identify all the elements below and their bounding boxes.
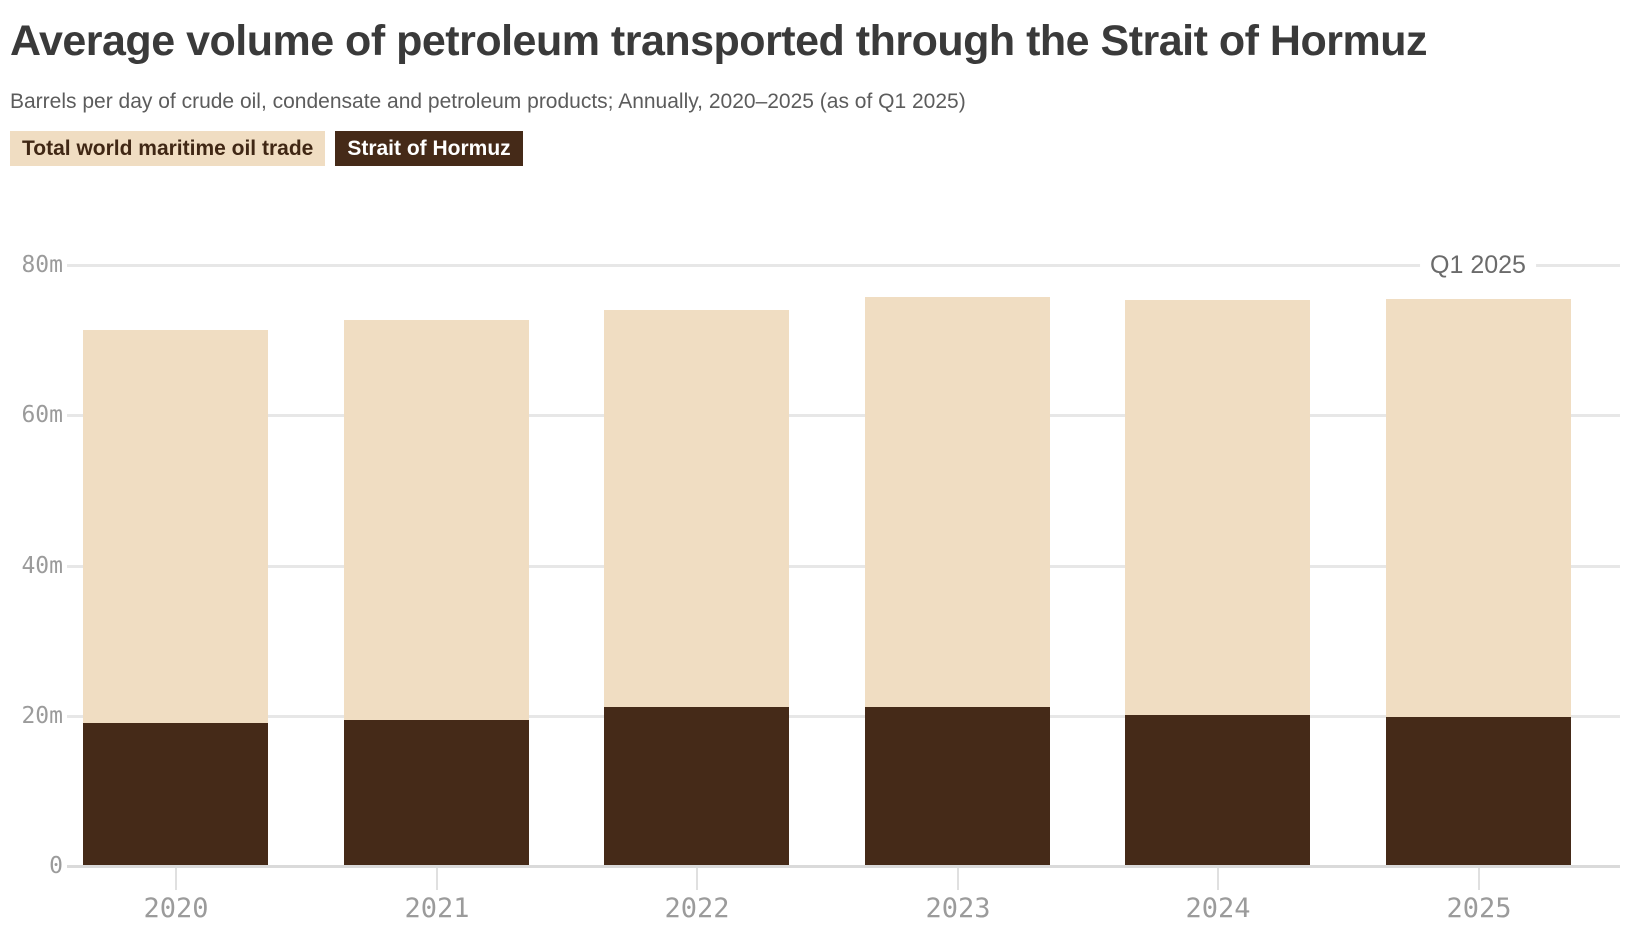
x-axis-tick-2020	[175, 868, 177, 890]
bar-strait-of-hormuz-2025[interactable]	[1386, 717, 1571, 866]
chart-subtitle: Barrels per day of crude oil, condensate…	[10, 90, 966, 113]
x-axis-tick-2023	[957, 868, 959, 890]
x-axis-tick-2021	[436, 868, 438, 890]
gridline-40m	[67, 565, 1620, 568]
gridline-60m	[67, 414, 1620, 417]
bar-strait-of-hormuz-2021[interactable]	[344, 720, 529, 866]
x-axis-label-2025: 2025	[1446, 893, 1512, 924]
gridline-0	[67, 865, 1620, 868]
bar-strait-of-hormuz-2024[interactable]	[1125, 715, 1310, 866]
y-axis-label-20m: 20m	[21, 703, 63, 729]
gridline-80m	[67, 264, 1620, 267]
annotation-q1-2025: Q1 2025	[1420, 249, 1536, 281]
x-axis-label-2023: 2023	[925, 893, 991, 924]
x-axis-tick-2025	[1478, 868, 1480, 890]
x-axis-label-2020: 2020	[143, 893, 209, 924]
y-axis-label-60m: 60m	[21, 402, 63, 428]
x-axis-label-2021: 2021	[404, 893, 470, 924]
bar-strait-of-hormuz-2022[interactable]	[604, 707, 789, 866]
gridline-20m	[67, 715, 1620, 718]
x-axis-tick-2022	[696, 868, 698, 890]
bar-strait-of-hormuz-2023[interactable]	[865, 707, 1050, 866]
x-axis-tick-2024	[1217, 868, 1219, 890]
x-axis-label-2022: 2022	[664, 893, 730, 924]
y-axis-label-40m: 40m	[21, 553, 63, 579]
legend-item-strait-of-hormuz: Strait of Hormuz	[335, 131, 523, 166]
chart-header: Average volume of petroleum transported …	[10, 0, 1610, 166]
y-axis-label-80m: 80m	[21, 252, 63, 278]
chart-title: Average volume of petroleum transported …	[10, 17, 1427, 65]
y-axis-label-0: 0	[49, 853, 63, 879]
x-axis-label-2024: 2024	[1185, 893, 1251, 924]
legend-item-total-world-trade: Total world maritime oil trade	[10, 131, 326, 166]
chart-legend: Total world maritime oil trade Strait of…	[10, 131, 1610, 166]
bar-strait-of-hormuz-2020[interactable]	[83, 723, 268, 866]
